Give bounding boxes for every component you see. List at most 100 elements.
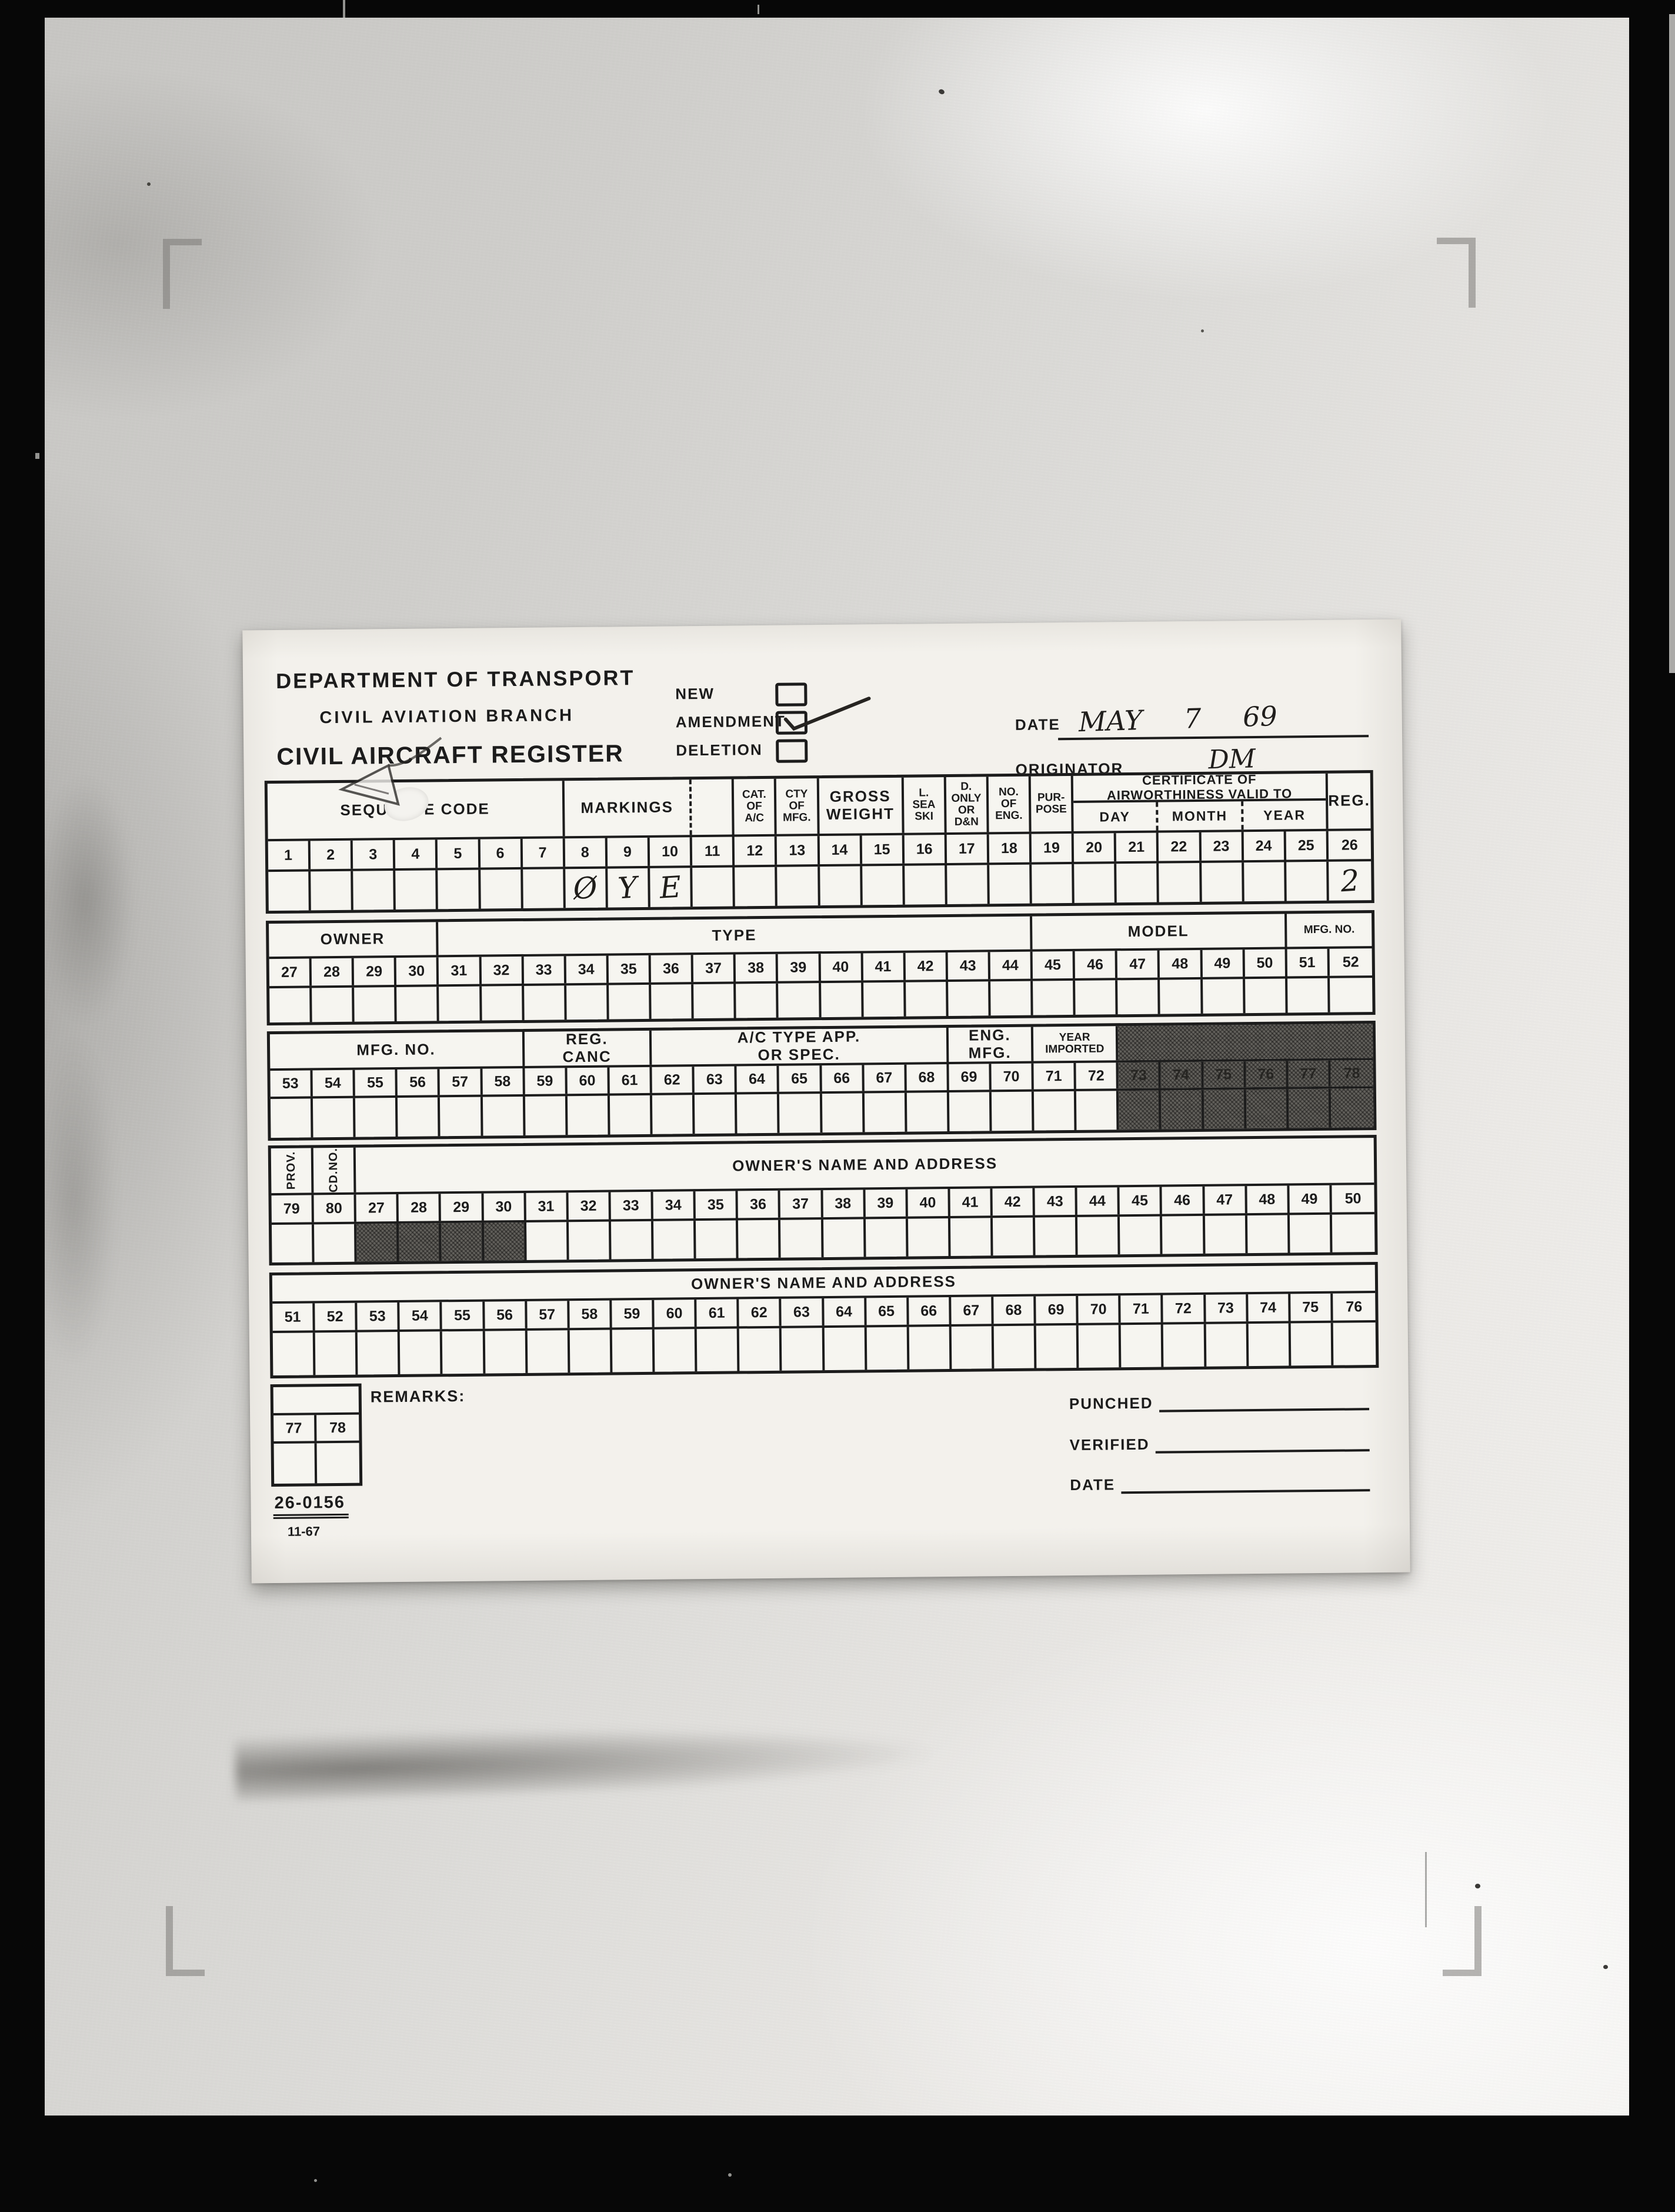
grid-cell (905, 982, 949, 1017)
column-group-header: OWNER (269, 922, 439, 957)
column-number-cell: 80 (313, 1194, 357, 1222)
column-number-cell: 54 (399, 1302, 443, 1330)
grid-cell (1160, 979, 1203, 1014)
column-group-label: PUR- POSE (1035, 791, 1067, 816)
grid-cell (439, 986, 482, 1021)
grid-cell (481, 985, 525, 1021)
date-field-label: DATE (1015, 715, 1060, 734)
grid-cell (1161, 1090, 1204, 1130)
column-number-cell: 39 (865, 1189, 908, 1217)
column-number-cell: 16 (904, 835, 947, 864)
grid-cell (695, 1094, 738, 1134)
column-number-cell: 21 (1116, 832, 1159, 862)
column-number-cell: 72 (1076, 1062, 1119, 1089)
grid-cell (1074, 864, 1117, 903)
grid-cell (354, 987, 398, 1022)
verified-field: VERIFIED (1069, 1431, 1370, 1454)
grid-cell (1032, 864, 1075, 904)
column-number-cell: 53 (270, 1070, 313, 1097)
punch-card-band-77-78: 77 78 (270, 1383, 363, 1487)
grid-cell (1286, 861, 1329, 901)
grid-cell (863, 982, 906, 1017)
grid-cell (357, 1331, 401, 1375)
grid-cell (1033, 1091, 1077, 1131)
column-group-label: CTY OF MFG. (782, 788, 811, 824)
card-edge-shadow (234, 1717, 930, 1801)
grid-cell (820, 982, 864, 1018)
corner-registration-mark (166, 1906, 205, 1976)
column-group-label: CD.NO. (326, 1147, 341, 1193)
grid-cell (609, 984, 652, 1020)
column-number-cell: 67 (864, 1064, 907, 1091)
column-group-header: CTY OF MFG. (776, 778, 820, 834)
grid-cell (353, 871, 396, 910)
column-number-cell: 74 (1160, 1061, 1204, 1088)
handwritten-entry: E (658, 870, 682, 905)
grid-cell (947, 981, 991, 1017)
grid-cell (1075, 980, 1118, 1015)
column-number-cell: 66 (908, 1297, 952, 1325)
grid-cell (1035, 1217, 1078, 1255)
column-number-cell: 36 (650, 955, 694, 982)
column-group-label: CAT. OF A/C (742, 788, 766, 825)
punched-field: PUNCHED (1069, 1390, 1370, 1413)
column-number-cell: 77 (273, 1415, 317, 1442)
column-number-cell: 34 (653, 1191, 696, 1219)
column-number-cell: 4 (395, 840, 438, 869)
column-number-cell: 79 (271, 1195, 315, 1223)
column-group-label: GROSS WEIGHT (826, 787, 895, 823)
corner-registration-mark (163, 239, 202, 309)
column-number-cell: 29 (441, 1193, 484, 1221)
grid-cell: Ø (565, 868, 608, 908)
column-number-cell: 71 (1033, 1062, 1077, 1090)
column-number-cell: 74 (1247, 1294, 1291, 1322)
column-number-cell: 73 (1205, 1294, 1249, 1322)
column-number-cell: 2 (310, 840, 353, 870)
grid-cell (273, 1443, 317, 1484)
grid-cell (864, 1092, 907, 1132)
column-number-cell: 9 (607, 837, 650, 867)
grid-cell (1033, 980, 1076, 1015)
column-number-cell: 50 (1244, 949, 1287, 977)
column-group-label: L. SEA SKI (912, 787, 936, 823)
film-scratch (758, 5, 759, 14)
column-number-cell: 1 (268, 841, 311, 870)
new-checkbox-label: NEW (675, 684, 715, 703)
column-number-cell: 34 (566, 955, 609, 984)
column-number-cell: 60 (654, 1300, 697, 1327)
grid-cell (482, 1096, 526, 1136)
column-number-cell: 7 (522, 838, 565, 867)
column-number-cell: 43 (947, 952, 990, 980)
column-number-cell: 46 (1075, 951, 1118, 978)
grid-cell (270, 1098, 313, 1138)
column-group-header (273, 1387, 359, 1413)
column-number-cell: 37 (780, 1190, 823, 1218)
dust-speck (35, 453, 39, 459)
grid-cell (1076, 1091, 1119, 1130)
column-number-cell: 56 (484, 1301, 528, 1329)
grid-cell (566, 985, 609, 1020)
grid-cell (739, 1328, 782, 1371)
deletion-checkbox (776, 739, 808, 763)
dust-speck (147, 182, 151, 186)
column-number-cell: 77 (1288, 1060, 1331, 1087)
column-group-header: NO. OF ENG. (988, 776, 1032, 832)
column-number-cell: 38 (735, 954, 779, 982)
column-group-header: TYPE (438, 916, 1033, 955)
column-number-cell: 69 (1036, 1295, 1079, 1324)
column-number-cell: 19 (1031, 833, 1075, 862)
column-number-cell: 45 (1032, 951, 1076, 979)
grid-cell (1117, 980, 1161, 1015)
column-number-cell: 48 (1159, 950, 1203, 978)
grid-cell (311, 871, 354, 911)
column-number-cell: 75 (1203, 1061, 1246, 1088)
grid-cell (1203, 1090, 1247, 1129)
grid-cell (312, 987, 355, 1022)
column-group-header: D. ONLY OR D&N (946, 777, 989, 833)
grid-cell (947, 865, 990, 905)
punch-card-band-owner-type-model: OWNER TYPE MODEL MFG. NO. 27 28 29 30 31 32 33 34 35… (266, 910, 1376, 1026)
column-number-cell: 57 (439, 1068, 483, 1095)
column-number-cell: 41 (863, 952, 906, 981)
column-number-cell: 59 (525, 1068, 568, 1094)
